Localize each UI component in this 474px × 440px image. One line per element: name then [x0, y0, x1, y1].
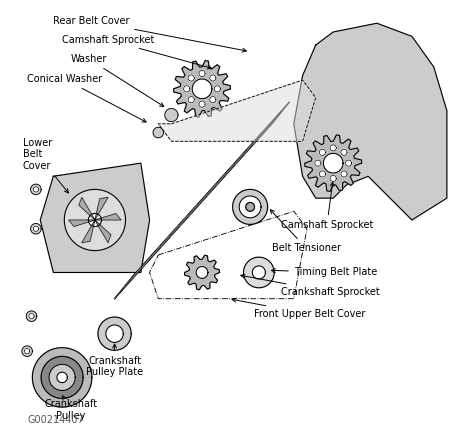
Polygon shape — [330, 176, 336, 182]
Polygon shape — [199, 101, 205, 107]
Polygon shape — [31, 224, 41, 234]
Polygon shape — [252, 266, 265, 279]
Polygon shape — [115, 102, 290, 299]
Polygon shape — [158, 80, 316, 141]
Polygon shape — [192, 79, 212, 99]
Polygon shape — [95, 197, 108, 220]
Text: G00214407: G00214407 — [27, 415, 84, 425]
Polygon shape — [210, 97, 216, 103]
Text: Lower
Belt
Cover: Lower Belt Cover — [23, 138, 68, 193]
Polygon shape — [22, 346, 32, 356]
Polygon shape — [26, 311, 37, 322]
Text: Conical Washer: Conical Washer — [27, 74, 146, 122]
Polygon shape — [106, 325, 123, 342]
Text: Belt Tensioner: Belt Tensioner — [270, 210, 341, 253]
Polygon shape — [315, 160, 321, 166]
Polygon shape — [246, 202, 255, 211]
Polygon shape — [239, 196, 261, 218]
Polygon shape — [33, 187, 38, 192]
Polygon shape — [346, 160, 352, 166]
Polygon shape — [31, 184, 41, 194]
Text: Timing Belt Plate: Timing Belt Plate — [272, 268, 377, 278]
Polygon shape — [188, 97, 194, 103]
Polygon shape — [319, 149, 326, 155]
Polygon shape — [319, 171, 326, 177]
Polygon shape — [41, 356, 83, 398]
Polygon shape — [210, 75, 216, 81]
Polygon shape — [244, 257, 274, 288]
Text: Front Upper Belt Cover: Front Upper Belt Cover — [232, 298, 366, 319]
Polygon shape — [69, 220, 95, 227]
Text: Camshaft Sprocket: Camshaft Sprocket — [62, 35, 211, 69]
Polygon shape — [323, 153, 343, 173]
Polygon shape — [196, 267, 208, 279]
Polygon shape — [98, 317, 131, 350]
Polygon shape — [40, 163, 150, 272]
Polygon shape — [341, 171, 347, 177]
Polygon shape — [188, 75, 194, 81]
Polygon shape — [29, 314, 34, 319]
Text: Crankshaft
Pulley: Crankshaft Pulley — [44, 396, 98, 421]
Polygon shape — [199, 70, 205, 77]
Polygon shape — [341, 149, 347, 155]
Polygon shape — [82, 220, 95, 243]
Polygon shape — [57, 372, 67, 383]
Polygon shape — [183, 86, 190, 92]
Polygon shape — [33, 226, 38, 231]
Polygon shape — [88, 213, 101, 227]
Text: Washer: Washer — [71, 54, 164, 106]
Text: Crankshaft
Pulley Plate: Crankshaft Pulley Plate — [86, 344, 143, 377]
Polygon shape — [233, 189, 268, 224]
Polygon shape — [95, 220, 111, 243]
Polygon shape — [184, 255, 219, 290]
Polygon shape — [95, 213, 121, 220]
Polygon shape — [165, 109, 178, 121]
Text: Crankshaft Sprocket: Crankshaft Sprocket — [241, 274, 380, 297]
Polygon shape — [64, 189, 126, 251]
Text: Rear Belt Cover: Rear Belt Cover — [54, 16, 246, 52]
Polygon shape — [49, 364, 75, 391]
Polygon shape — [330, 145, 336, 151]
Polygon shape — [153, 127, 164, 138]
Polygon shape — [173, 61, 230, 117]
Polygon shape — [294, 23, 447, 220]
Polygon shape — [214, 86, 220, 92]
Polygon shape — [79, 197, 95, 220]
Polygon shape — [32, 348, 92, 407]
Polygon shape — [305, 135, 362, 191]
Polygon shape — [25, 348, 30, 354]
Text: Camshaft Sprocket: Camshaft Sprocket — [281, 182, 373, 230]
